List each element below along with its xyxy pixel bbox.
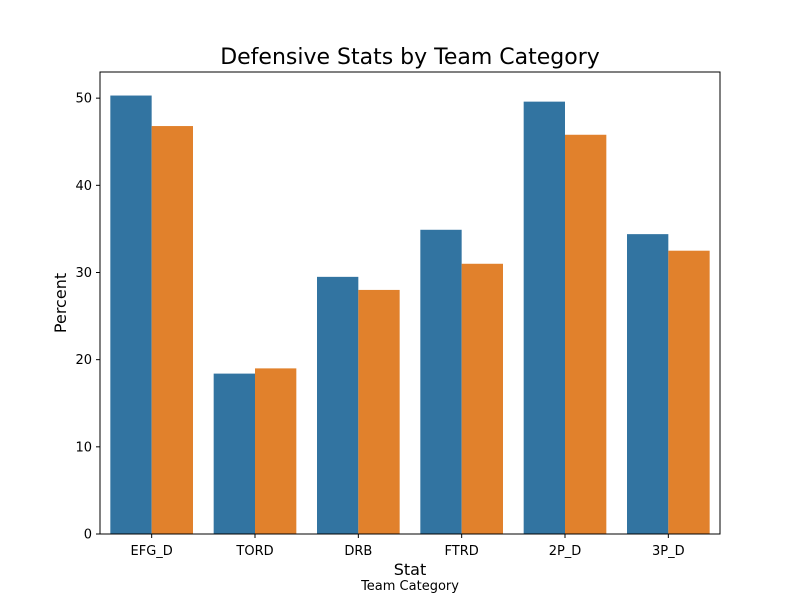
bar-ftrd-series-2 xyxy=(461,263,503,534)
bar-efg-d-series-1 xyxy=(110,95,152,534)
y-axis-label: Percent xyxy=(51,273,70,333)
bar-tord-series-1 xyxy=(213,373,255,534)
bar-2p-d-series-1 xyxy=(523,101,565,534)
y-tick-label: 20 xyxy=(75,353,92,368)
bar-3p-d-series-2 xyxy=(668,250,710,534)
plot-area xyxy=(110,95,710,535)
bar-drb-series-1 xyxy=(317,276,359,534)
x-tick-label: FTRD xyxy=(445,544,479,559)
x-tick-label: TORD xyxy=(235,544,273,559)
y-tick-label: 40 xyxy=(75,179,92,194)
bar-efg-d-series-2 xyxy=(151,126,193,535)
y-tick-label: 30 xyxy=(75,266,92,281)
plot-frame xyxy=(99,71,721,535)
x-axis: EFG_D TORD DRB FTRD 2P_D 3P_D xyxy=(131,534,685,559)
bar-tord-series-2 xyxy=(255,368,297,534)
y-tick-label: 10 xyxy=(75,440,92,455)
x-tick-label: 3P_D xyxy=(652,544,685,559)
bar-drb-series-2 xyxy=(358,289,400,534)
bar-2p-d-series-2 xyxy=(565,134,607,534)
x-axis-label: Stat xyxy=(394,560,427,579)
chart-title: Defensive Stats by Team Category xyxy=(220,45,600,70)
y-tick-label: 0 xyxy=(84,528,92,543)
x-tick-label: EFG_D xyxy=(131,544,173,559)
y-axis: 0 10 20 30 40 50 xyxy=(75,92,100,543)
bar-ftrd-series-1 xyxy=(420,229,462,534)
x-tick-label: 2P_D xyxy=(549,544,582,559)
legend-title: Team Category xyxy=(360,579,459,594)
x-tick-label: DRB xyxy=(344,544,372,559)
y-tick-label: 50 xyxy=(75,92,92,107)
bar-3p-d-series-1 xyxy=(627,234,669,534)
